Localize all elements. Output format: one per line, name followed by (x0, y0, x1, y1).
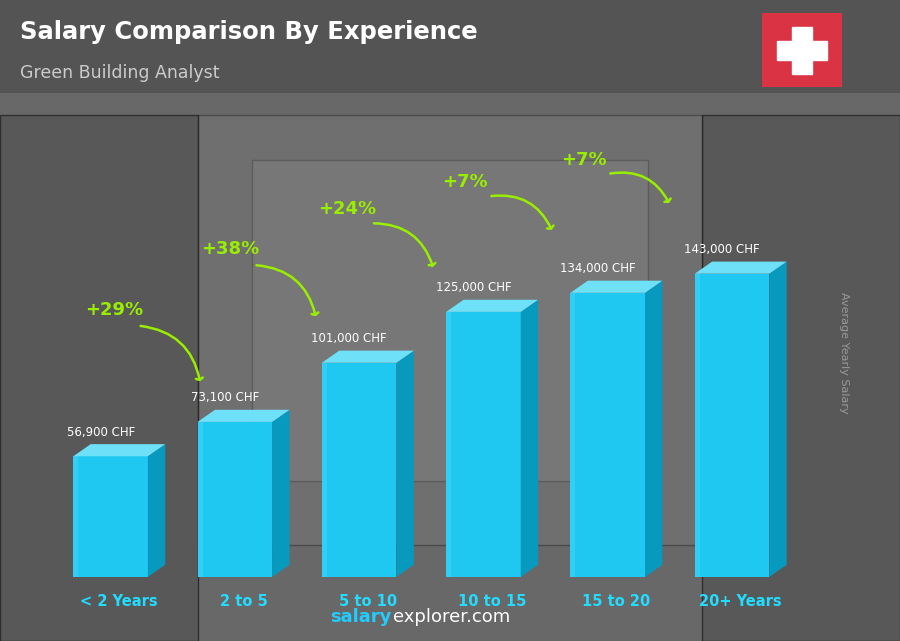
Polygon shape (198, 422, 272, 577)
Text: 73,100 CHF: 73,100 CHF (191, 392, 259, 404)
Polygon shape (73, 444, 166, 456)
Text: Average Yearly Salary: Average Yearly Salary (839, 292, 849, 413)
Text: +24%: +24% (319, 200, 377, 218)
Text: 101,000 CHF: 101,000 CHF (311, 332, 387, 345)
FancyBboxPatch shape (702, 115, 900, 641)
Text: 134,000 CHF: 134,000 CHF (560, 262, 635, 275)
Text: 2 to 5: 2 to 5 (220, 594, 267, 608)
Bar (792, 27, 812, 74)
Polygon shape (645, 281, 662, 577)
Polygon shape (198, 422, 202, 577)
Polygon shape (446, 312, 451, 577)
Polygon shape (148, 444, 166, 577)
Text: 5 to 10: 5 to 10 (338, 594, 397, 608)
Text: 20+ Years: 20+ Years (699, 594, 782, 608)
Text: < 2 Years: < 2 Years (80, 594, 158, 608)
Text: 56,900 CHF: 56,900 CHF (67, 426, 135, 438)
FancyBboxPatch shape (0, 115, 198, 641)
Text: 10 to 15: 10 to 15 (458, 594, 526, 608)
Polygon shape (272, 410, 290, 577)
Polygon shape (322, 363, 396, 577)
Polygon shape (322, 363, 327, 577)
Bar (777, 41, 827, 60)
Polygon shape (396, 351, 414, 577)
Text: Salary Comparison By Experience: Salary Comparison By Experience (20, 20, 477, 44)
Polygon shape (695, 274, 770, 577)
Polygon shape (446, 312, 521, 577)
FancyBboxPatch shape (198, 115, 702, 545)
Polygon shape (695, 262, 787, 274)
Polygon shape (73, 456, 148, 577)
Polygon shape (770, 262, 787, 577)
Text: 125,000 CHF: 125,000 CHF (436, 281, 511, 294)
Text: +29%: +29% (86, 301, 143, 319)
Text: 15 to 20: 15 to 20 (582, 594, 651, 608)
Polygon shape (571, 293, 575, 577)
Polygon shape (571, 281, 662, 293)
Text: +7%: +7% (562, 151, 607, 169)
Text: +38%: +38% (201, 240, 259, 258)
Text: 143,000 CHF: 143,000 CHF (684, 243, 760, 256)
FancyBboxPatch shape (252, 160, 648, 481)
Polygon shape (521, 300, 538, 577)
Polygon shape (571, 293, 645, 577)
Text: salary: salary (330, 608, 392, 626)
Polygon shape (322, 351, 414, 363)
Polygon shape (695, 274, 699, 577)
Text: explorer.com: explorer.com (393, 608, 510, 626)
Polygon shape (446, 300, 538, 312)
Text: +7%: +7% (442, 173, 488, 191)
Polygon shape (198, 410, 290, 422)
Polygon shape (73, 456, 78, 577)
Text: Green Building Analyst: Green Building Analyst (20, 64, 220, 82)
